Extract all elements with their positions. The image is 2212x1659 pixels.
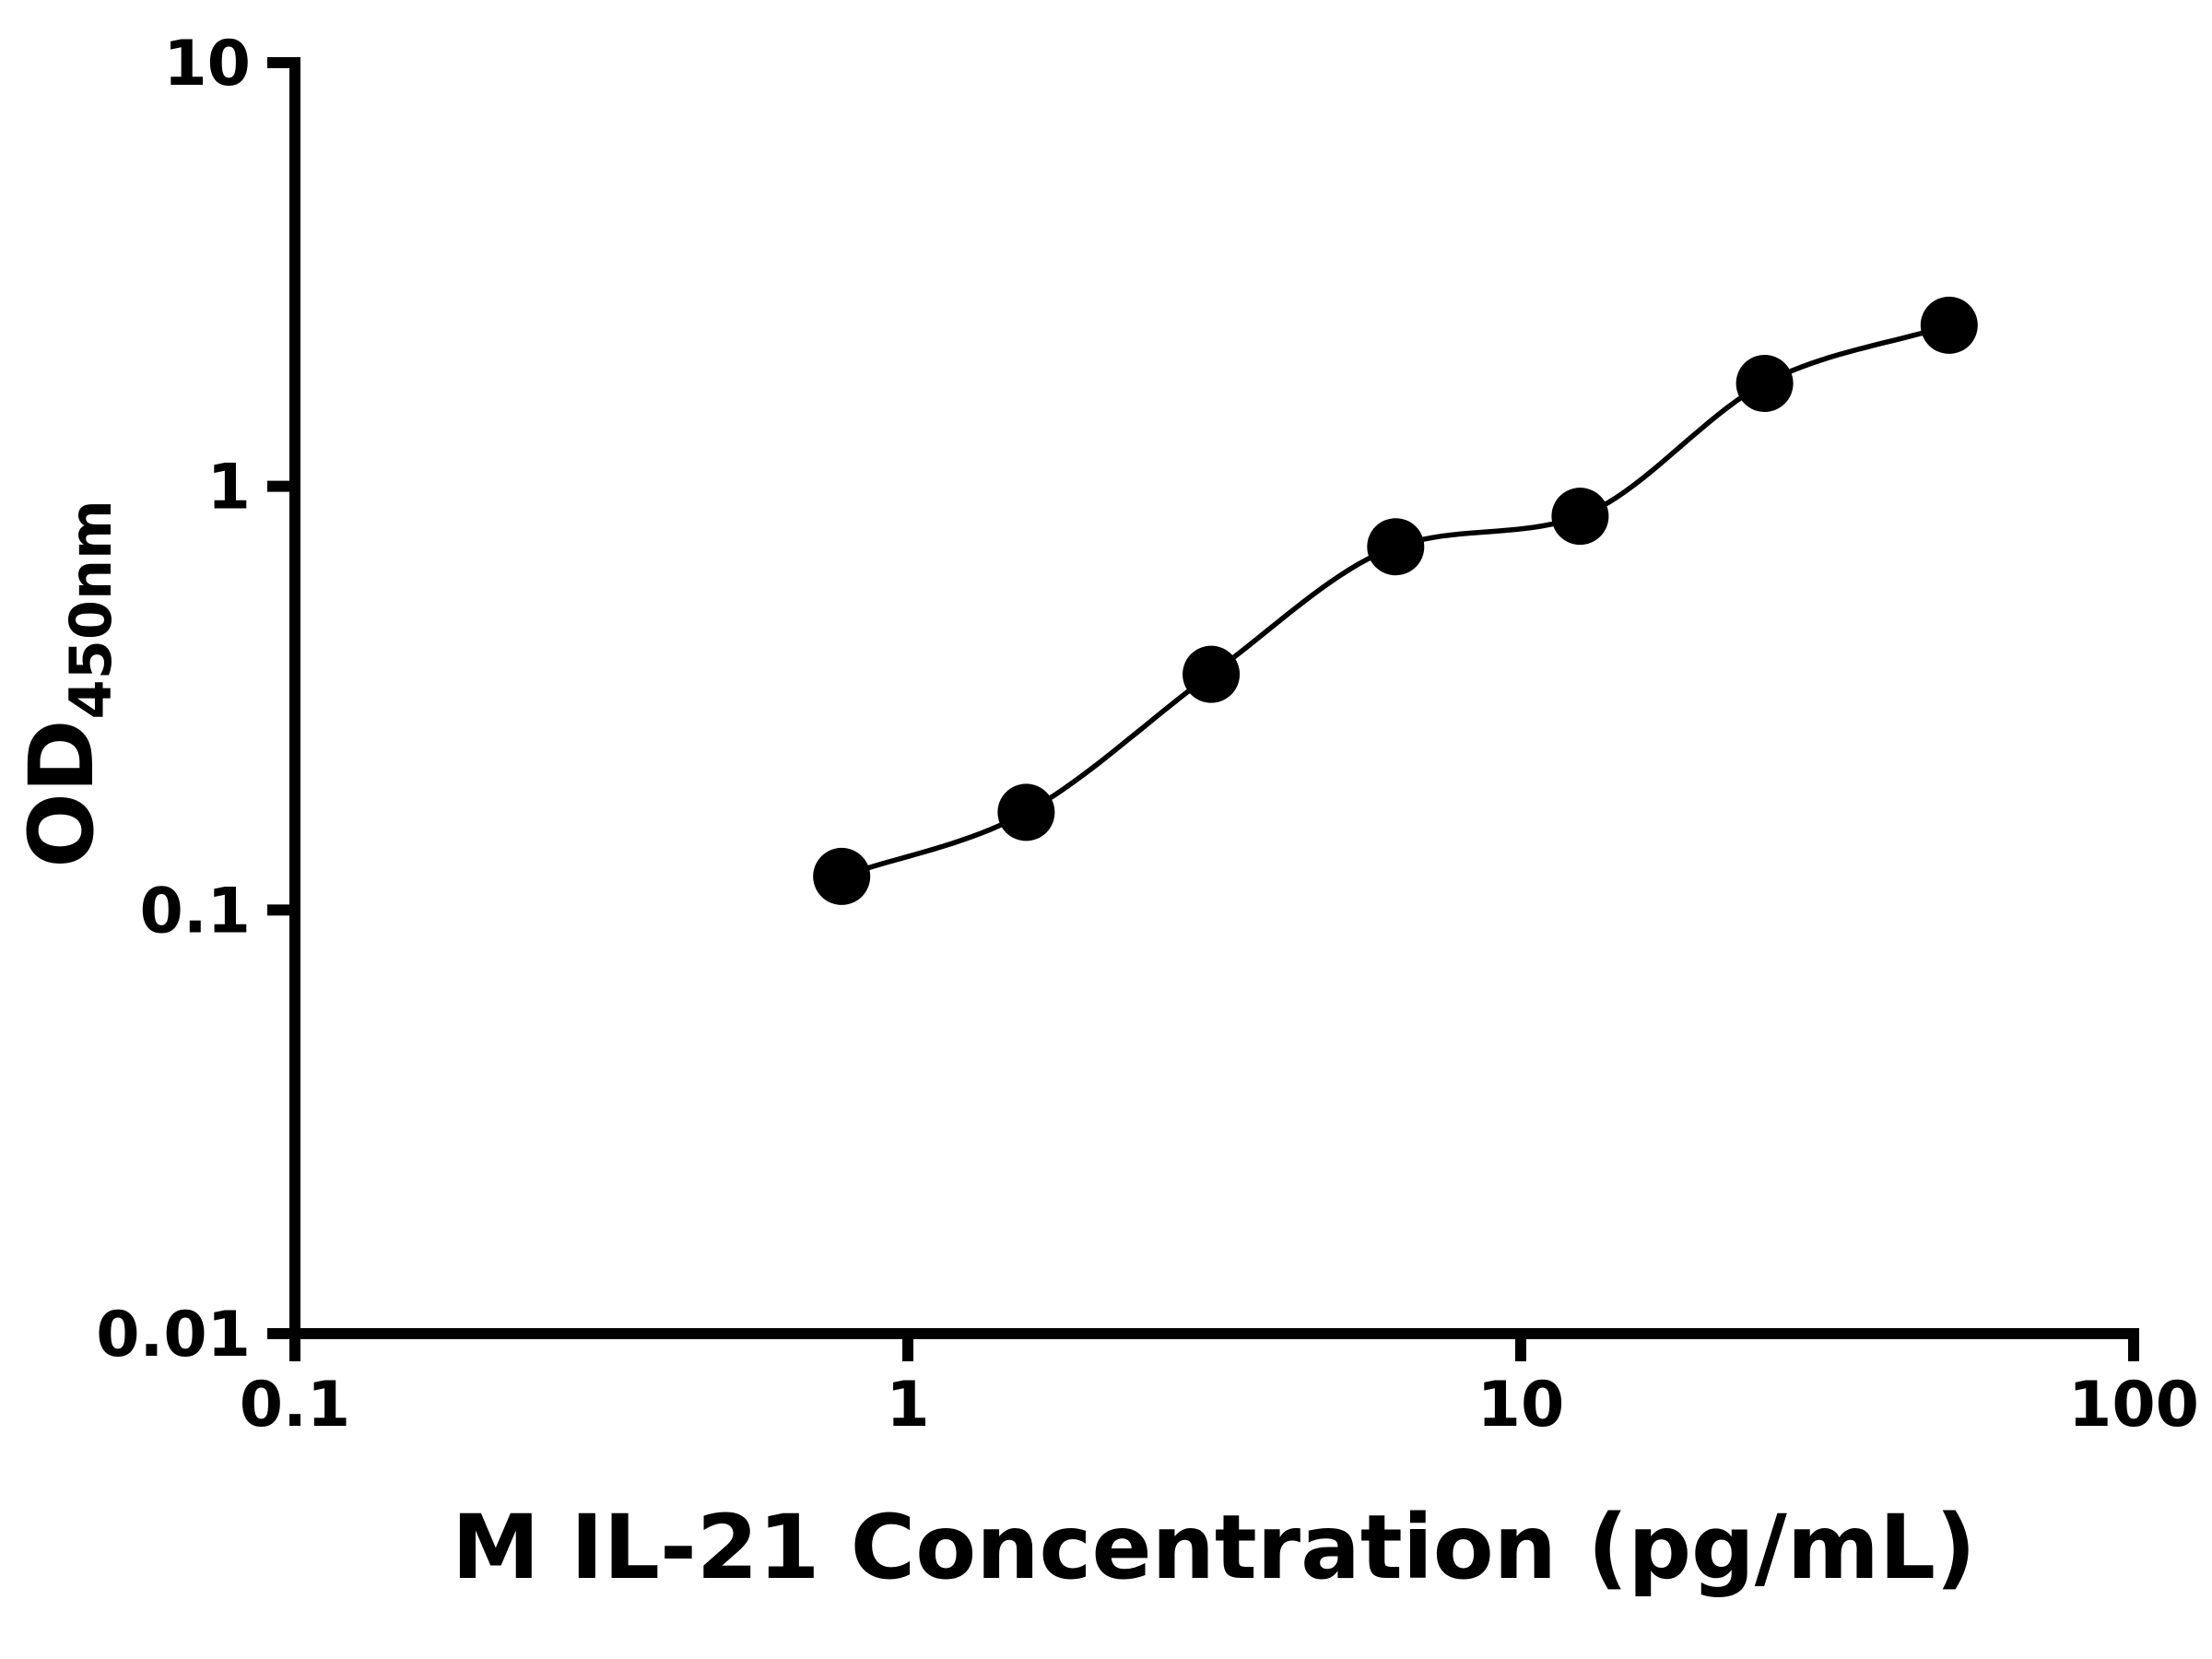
data-point [1920, 296, 1978, 354]
data-point [1182, 645, 1241, 703]
y-tick-label: 10 [163, 28, 251, 100]
x-tick-label: 1 [886, 1369, 929, 1441]
data-point [813, 847, 871, 905]
y-tick-label: 0.1 [140, 875, 251, 947]
y-axis-title-main: OD [10, 719, 113, 867]
y-tick-label: 0.01 [96, 1299, 251, 1371]
x-axis-title: M IL-21 Concentration (pg/mL) [452, 1496, 1976, 1599]
x-tick-label: 10 [1477, 1369, 1565, 1441]
data-point [997, 783, 1055, 841]
data-point [1551, 488, 1609, 546]
data-point [1367, 518, 1425, 576]
y-axis-title: OD450nm [10, 500, 124, 867]
data-point [1735, 355, 1794, 412]
y-tick-label: 1 [207, 452, 251, 524]
x-tick-label: 0.1 [240, 1369, 350, 1441]
y-axis-title-sub: 450nm [57, 500, 124, 719]
x-tick-label: 100 [2068, 1369, 2199, 1441]
